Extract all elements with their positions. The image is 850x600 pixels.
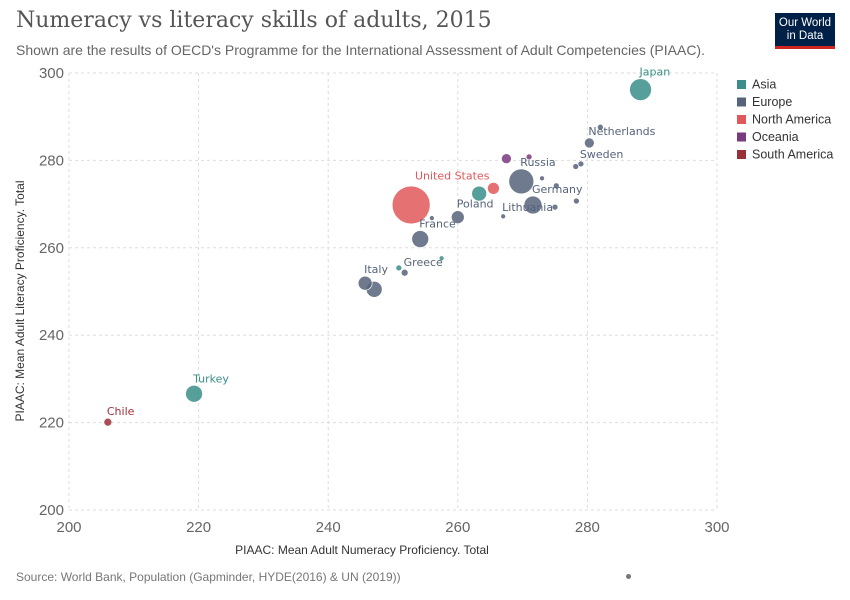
point-label: Netherlands (588, 125, 655, 138)
point-label: Turkey (192, 372, 229, 385)
grid-lines (68, 72, 718, 511)
data-point[interactable] (400, 268, 409, 277)
data-points (103, 78, 652, 427)
data-point[interactable] (429, 215, 435, 221)
legend[interactable]: Asia Europe North America Oceania South Amer… (737, 78, 833, 162)
point-labels: Japan Netherlands Sweden Russia United State… (107, 66, 670, 419)
data-point[interactable] (395, 264, 403, 272)
owid-logo[interactable]: Our World in Data (775, 13, 835, 49)
point-label: Poland (457, 198, 494, 211)
logo-line-2: in Data (786, 30, 824, 42)
data-point[interactable] (572, 163, 580, 170)
data-point[interactable] (357, 275, 373, 291)
y-tick-label: 260 (39, 240, 64, 257)
point-label: Russia (520, 156, 555, 169)
data-point[interactable] (523, 195, 543, 215)
point-label: Sweden (580, 148, 623, 161)
data-point[interactable] (597, 123, 604, 131)
data-point[interactable] (411, 230, 430, 248)
x-tick-label: 220 (186, 519, 211, 536)
legend-swatch (737, 97, 746, 107)
point-label: Chile (107, 405, 135, 418)
footer-dot (626, 574, 631, 579)
point-label: Germany (532, 183, 583, 196)
y-axis-label: PIAAC: Mean Adult Literacy Proficiency. … (13, 180, 27, 421)
legend-item[interactable]: Europe (752, 95, 792, 109)
data-point[interactable] (508, 168, 535, 195)
point-label: Japan (639, 66, 671, 79)
point-label: United States (415, 169, 490, 182)
y-tick-label: 280 (39, 152, 64, 169)
legend-swatch (737, 80, 746, 89)
chart-title: Numeracy vs literacy skills of adults, 2… (16, 8, 492, 33)
data-point[interactable] (185, 384, 203, 403)
axis-ticks: 200 220 240 260 280 300 200 220 240 260 280 300 (39, 65, 730, 536)
x-tick-label: 260 (445, 519, 470, 536)
y-tick-label: 300 (39, 65, 64, 82)
y-tick-label: 200 (39, 502, 64, 519)
y-tick-label: 220 (39, 415, 64, 432)
legend-item[interactable]: Asia (752, 78, 776, 92)
data-point[interactable] (629, 78, 652, 101)
legend-item[interactable]: South America (752, 148, 833, 162)
point-label: Greece (404, 256, 443, 269)
logo-line-1: Our World (778, 17, 832, 29)
x-tick-label: 240 (316, 519, 341, 536)
point-label: Italy (364, 263, 388, 276)
data-point[interactable] (500, 213, 507, 220)
x-tick-label: 300 (704, 519, 729, 536)
data-point[interactable] (471, 185, 488, 202)
chart-subtitle: Shown are the results of OECD's Programm… (16, 42, 705, 58)
legend-swatch (737, 132, 746, 142)
legend-swatch (737, 115, 746, 124)
legend-item[interactable]: North America (752, 113, 831, 127)
x-tick-label: 280 (575, 519, 600, 536)
x-tick-label: 200 (56, 519, 81, 536)
point-label: Lithuania (502, 201, 553, 214)
data-point[interactable] (551, 203, 559, 211)
data-point[interactable] (577, 160, 585, 168)
data-point[interactable] (501, 153, 512, 165)
data-point[interactable] (450, 210, 465, 225)
data-point[interactable] (573, 197, 580, 205)
data-point[interactable] (487, 182, 500, 195)
point-label: France (419, 218, 456, 231)
x-axis-label: PIAAC: Mean Adult Numeracy Proficiency. … (235, 543, 489, 557)
source-note: Source: World Bank, Population (Gapminde… (16, 570, 401, 584)
legend-item[interactable]: Oceania (752, 130, 799, 144)
y-tick-label: 240 (39, 327, 64, 344)
data-point[interactable] (391, 185, 431, 225)
data-point[interactable] (552, 182, 560, 190)
data-point[interactable] (438, 255, 445, 262)
legend-swatch (737, 150, 746, 159)
data-point[interactable] (583, 137, 595, 149)
data-point[interactable] (525, 153, 533, 161)
data-point[interactable] (103, 417, 113, 427)
data-point[interactable] (539, 175, 545, 182)
